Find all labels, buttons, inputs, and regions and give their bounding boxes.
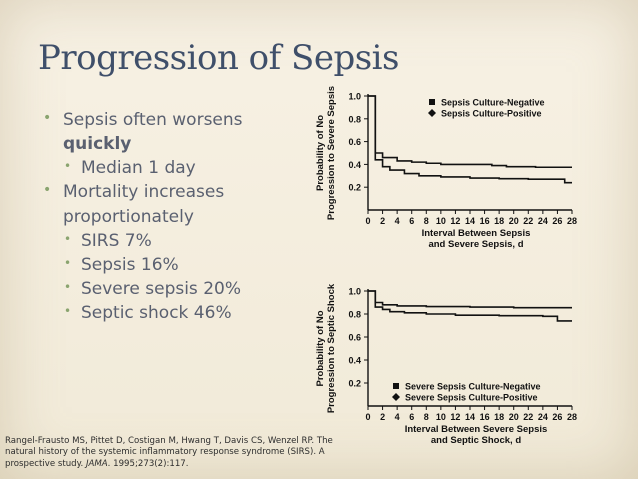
bullet-marker: •: [64, 255, 72, 270]
x-tick-label: 12: [450, 412, 460, 422]
y-tick-label: 0.2: [348, 183, 361, 193]
y-axis-label: Progression to Septic Shock: [326, 283, 337, 413]
x-tick-label: 18: [494, 216, 504, 226]
y-axis-label: Probability of No: [315, 310, 326, 386]
x-tick-label: 24: [538, 412, 548, 422]
x-tick-label: 6: [409, 216, 414, 226]
series-line-culture-negative: [368, 290, 572, 322]
x-tick-label: 8: [424, 216, 429, 226]
bullet-bold-text: quickly: [63, 134, 132, 155]
bullet-marker: •: [64, 304, 72, 318]
y-axis-label: Progression to Severe Sepsis: [326, 86, 337, 220]
x-tick-label: 20: [509, 412, 519, 422]
legend-marker: [392, 393, 400, 401]
bullet-septic-shock: • Septic shock 46%: [38, 301, 328, 325]
legend-label: Severe Sepsis Culture-Negative: [405, 382, 541, 392]
x-tick-label: 16: [480, 412, 490, 422]
bullet-sepsis: • Sepsis 16%: [38, 253, 328, 277]
bullet-marker: •: [64, 279, 72, 294]
bullet-text: Severe sepsis 20%: [81, 278, 241, 299]
x-tick-label: 16: [480, 216, 490, 226]
series-line-culture-negative: [368, 95, 572, 184]
x-tick-label: 10: [436, 412, 446, 422]
y-tick-label: 0.6: [348, 137, 361, 147]
citation-journal: JAMA: [85, 458, 108, 469]
x-axis-label: Interval Between Sepsis: [422, 228, 531, 239]
x-tick-label: 4: [395, 216, 400, 226]
bullet-severe-sepsis: • Severe sepsis 20%: [38, 277, 328, 301]
y-tick-label: 0.8: [348, 114, 361, 124]
y-tick-label: 1.0: [348, 287, 361, 297]
bullet-marker: •: [64, 231, 72, 246]
x-tick-label: 2: [380, 412, 385, 422]
series-line-culture-positive: [368, 95, 572, 169]
y-tick-label: 1.0: [348, 92, 361, 102]
x-axis-label: Interval Between Severe Sepsis: [405, 424, 548, 435]
y-tick-label: 0.4: [348, 160, 361, 170]
x-tick-label: 10: [436, 216, 446, 226]
bullet-text: Sepsis often worsens: [63, 110, 243, 130]
bullet-median-day: • Median 1 day: [38, 156, 328, 180]
x-tick-label: 0: [365, 216, 370, 226]
x-tick-label: 18: [494, 412, 504, 422]
legend-marker: [428, 109, 436, 117]
bullet-text: Median 1 day: [81, 158, 196, 179]
bullet-marker: •: [43, 182, 52, 199]
y-tick-label: 0.2: [348, 379, 361, 389]
bullet-text: SIRS 7%: [81, 230, 152, 251]
legend-label: Severe Sepsis Culture-Positive: [405, 393, 538, 403]
x-tick-label: 28: [567, 412, 577, 422]
y-tick-label: 0.4: [348, 356, 361, 366]
x-tick-label: 20: [509, 216, 519, 226]
bullet-text: Septic shock 46%: [81, 303, 232, 323]
citation-main: Rangel-Frausto MS, Pittet D, Costigan M,…: [5, 436, 333, 469]
x-tick-label: 14: [465, 412, 475, 422]
bullet-text: Mortality increases proportionately: [63, 182, 225, 227]
y-axis-label: Probability of No: [315, 115, 326, 191]
bullet-sirs: • SIRS 7%: [38, 229, 328, 253]
x-tick-label: 22: [523, 412, 533, 422]
x-tick-label: 6: [409, 412, 414, 422]
x-tick-label: 22: [523, 216, 533, 226]
x-tick-label: 12: [450, 216, 460, 226]
bullet-marker: •: [43, 110, 52, 126]
bullet-sepsis-worsens: • Sepsis often worsens quickly: [38, 108, 328, 156]
y-tick-label: 0.6: [348, 333, 361, 343]
x-axis-label: and Severe Sepsis, d: [428, 239, 523, 250]
legend-label: Sepsis Culture-Negative: [441, 98, 545, 108]
x-tick-label: 4: [395, 412, 400, 422]
y-tick-label: 0.8: [348, 310, 361, 320]
x-axis-label: and Septic Shock, d: [431, 435, 521, 446]
citation: Rangel-Frausto MS, Pittet D, Costigan M,…: [5, 436, 345, 470]
slide-title: Progression of Sepsis: [38, 38, 400, 78]
x-tick-label: 26: [552, 216, 562, 226]
citation-year: . 1995;273(2):117.: [107, 458, 189, 469]
x-tick-label: 24: [538, 216, 548, 226]
legend-label: Sepsis Culture-Positive: [441, 109, 542, 119]
bullet-marker: •: [64, 159, 72, 174]
legend-marker: [393, 383, 399, 389]
x-tick-label: 0: [365, 412, 370, 422]
bullet-mortality: • Mortality increases proportionately: [38, 180, 328, 228]
x-tick-label: 28: [567, 216, 577, 226]
kaplan-meier-figure: 0.20.40.60.81.00 2 4 6 8 10 12 14 16 18 20 22 24 26 28…: [315, 86, 577, 446]
x-tick-label: 2: [380, 216, 385, 226]
bullet-list: • Sepsis often worsens quickly • Median …: [38, 108, 328, 325]
x-tick-label: 26: [552, 412, 562, 422]
x-tick-label: 14: [465, 216, 475, 226]
bullet-text: Sepsis 16%: [81, 254, 179, 275]
series-line-culture-positive: [368, 290, 572, 309]
legend-marker: [429, 99, 435, 105]
x-tick-label: 8: [424, 412, 429, 422]
